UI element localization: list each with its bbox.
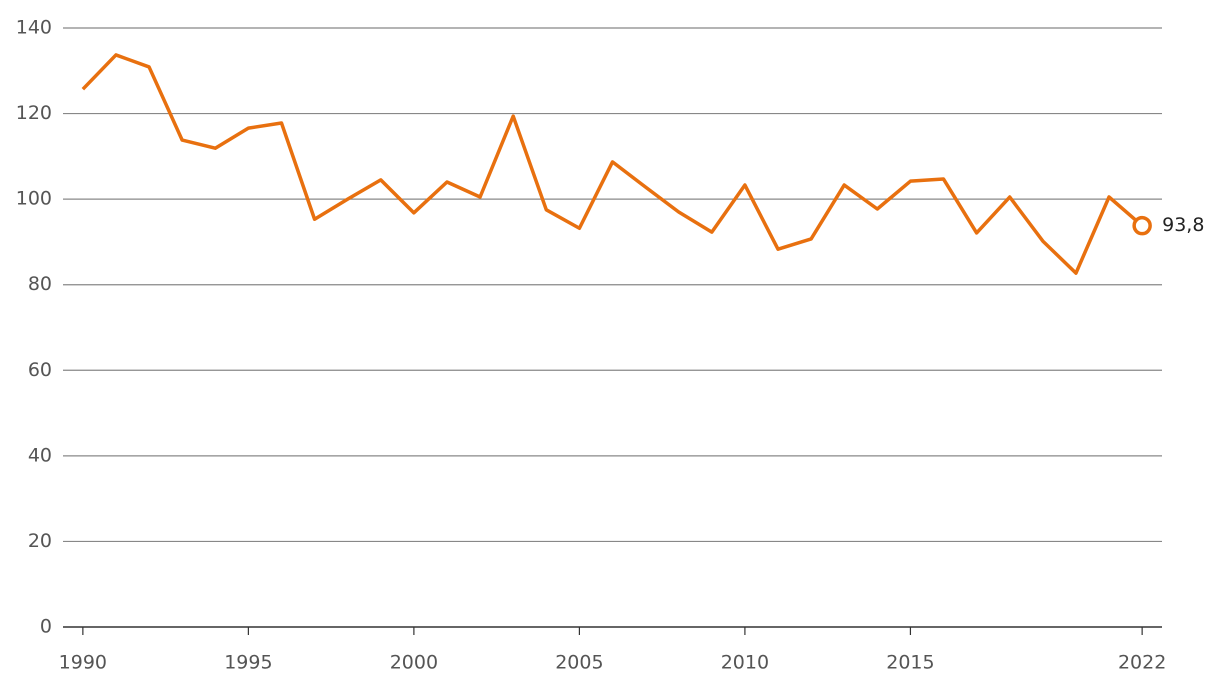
end-marker [1132,215,1152,236]
y-tick-label: 100 [16,188,52,210]
x-tick-label: 1995 [224,652,272,674]
value-label: 93,8 [1162,214,1204,236]
x-tick-label: 2000 [390,652,438,674]
y-tick-label: 80 [28,273,52,295]
y-tick-label: 40 [28,444,52,466]
x-tick-label: 1990 [59,652,107,674]
x-tick-label: 2022 [1118,652,1166,674]
x-tick-label: 2005 [555,652,603,674]
y-tick-label: 0 [40,616,52,638]
y-tick-label: 120 [16,102,52,124]
y-tick-label: 140 [16,17,52,39]
y-tick-label: 60 [28,359,52,381]
x-tick-label: 2015 [886,652,934,674]
x-tick-label: 2010 [721,652,769,674]
y-tick-label: 20 [28,530,52,552]
line [81,53,1144,275]
